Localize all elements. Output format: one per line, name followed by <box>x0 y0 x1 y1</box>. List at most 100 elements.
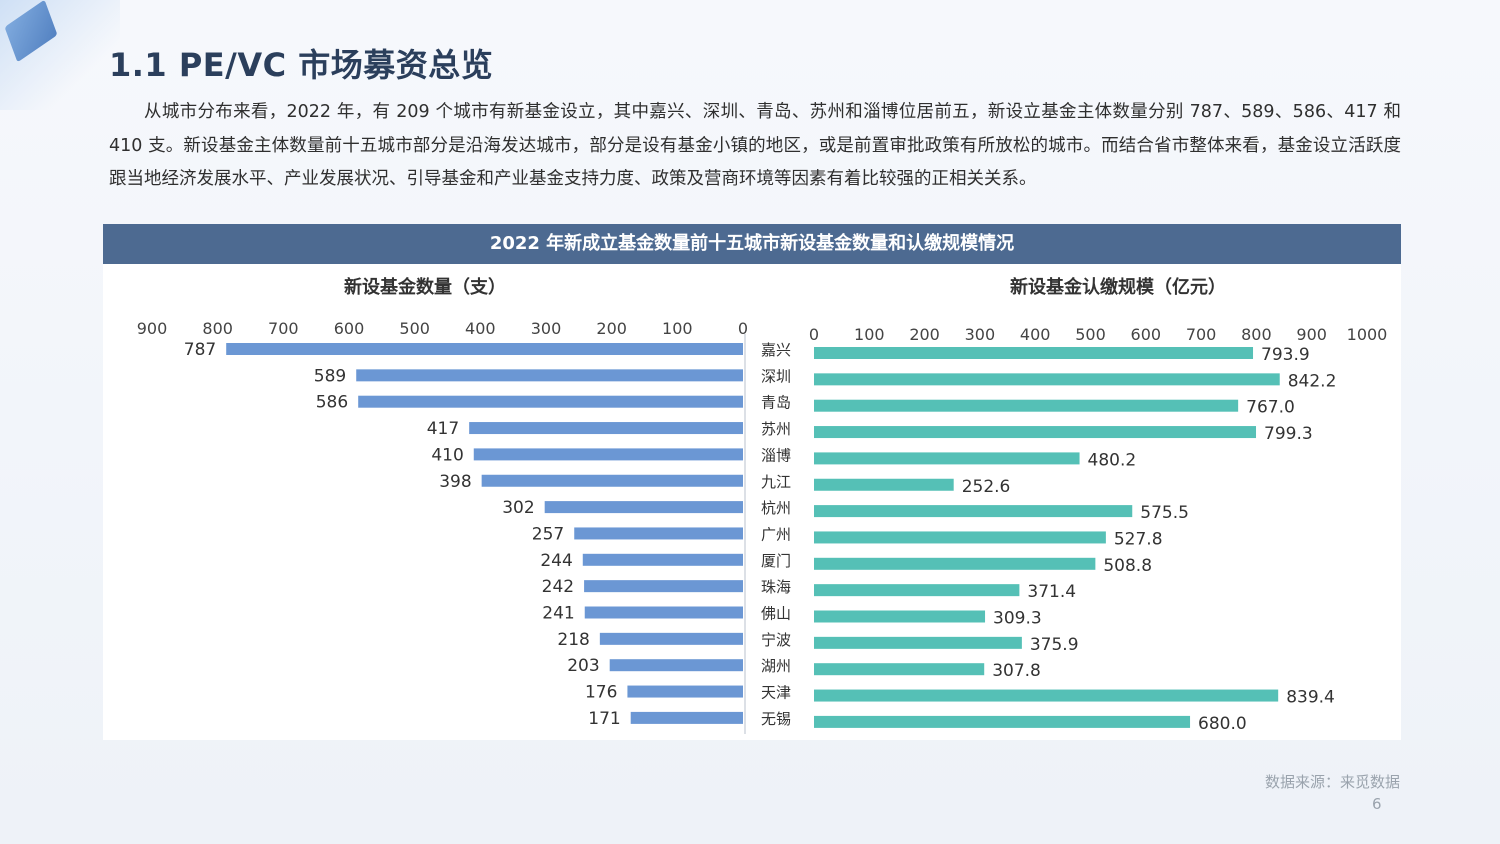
right-tick-label: 200 <box>909 325 940 344</box>
left-bar-value-label: 589 <box>314 366 346 386</box>
left-bars: 787 589 586 417 410 398 302 257 244 242 241 218 203 1… <box>184 340 743 729</box>
right-axis-title: 新设基金认缴规模（亿元） <box>1010 276 1226 298</box>
right-tick-label: 600 <box>1131 325 1162 344</box>
left-tick-label: 800 <box>202 319 233 338</box>
corner-decoration <box>0 0 120 110</box>
left-bar <box>544 501 743 514</box>
city-label: 天津 <box>761 684 791 702</box>
left-tick-label: 700 <box>268 319 299 338</box>
city-label: 苏州 <box>761 420 791 438</box>
left-bar-value-label: 203 <box>567 656 599 676</box>
right-bar <box>814 689 1279 702</box>
right-bar-value-label: 680.0 <box>1198 714 1247 734</box>
city-label: 珠海 <box>761 578 791 596</box>
right-bar <box>814 531 1106 544</box>
right-bar <box>814 557 1096 570</box>
right-tick-label: 1000 <box>1347 325 1388 344</box>
left-bar-value-label: 244 <box>540 551 572 571</box>
city-label: 深圳 <box>761 367 791 385</box>
chart-card: 2022 年新成立基金数量前十五城市新设基金数量和认缴规模情况 新设基金数量（支… <box>103 224 1401 740</box>
right-bar-value-label: 307.8 <box>992 661 1041 681</box>
left-bar-value-label: 787 <box>184 340 216 360</box>
city-label: 广州 <box>761 525 791 543</box>
left-bar <box>473 448 743 461</box>
right-tick-label: 700 <box>1186 325 1217 344</box>
city-label: 青岛 <box>761 394 791 412</box>
right-bar-value-label: 309.3 <box>993 609 1042 629</box>
left-bar <box>582 553 743 566</box>
right-bar <box>814 610 986 623</box>
right-bar-value-label: 375.9 <box>1030 635 1079 655</box>
right-bar-value-label: 480.2 <box>1088 450 1137 470</box>
left-tick-label: 400 <box>465 319 496 338</box>
right-tick-label: 100 <box>854 325 885 344</box>
right-tick-label: 0 <box>809 325 819 344</box>
chart-title: 2022 年新成立基金数量前十五城市新设基金数量和认缴规模情况 <box>103 224 1401 264</box>
right-bar <box>814 373 1280 386</box>
city-label: 杭州 <box>761 499 791 517</box>
left-tick-label: 0 <box>738 319 748 338</box>
left-bar-value-label: 586 <box>316 393 348 413</box>
left-axis-title: 新设基金数量（支） <box>344 276 506 298</box>
left-bar <box>609 659 743 672</box>
left-bar-value-label: 242 <box>542 577 574 597</box>
left-bar <box>627 685 743 698</box>
left-bar-value-label: 410 <box>431 445 463 465</box>
right-bar-value-label: 842.2 <box>1288 371 1337 391</box>
right-bar <box>814 478 954 491</box>
city-label: 无锡 <box>761 710 791 728</box>
right-bar-value-label: 371.4 <box>1027 582 1076 602</box>
right-bar <box>814 584 1020 597</box>
right-tick-label: 900 <box>1296 325 1327 344</box>
cube-icon <box>4 0 58 63</box>
right-bar <box>814 399 1239 412</box>
left-bar <box>599 632 743 645</box>
left-tick-label: 900 <box>137 319 168 338</box>
left-bar-value-label: 417 <box>427 419 459 439</box>
city-label: 厦门 <box>761 552 791 570</box>
left-tick-label: 500 <box>399 319 430 338</box>
intro-paragraph: 从城市分布来看，2022 年，有 209 个城市有新基金设立，其中嘉兴、深圳、青… <box>109 102 1401 189</box>
left-tick-label: 100 <box>662 319 693 338</box>
left-axis-ticks: 900 800 700 600 500 400 300 200 100 0 <box>137 319 748 338</box>
left-bar-value-label: 218 <box>557 630 589 650</box>
page-number: 6 <box>1372 795 1382 813</box>
right-bar-value-label: 575.5 <box>1140 503 1189 523</box>
right-bar <box>814 452 1080 465</box>
left-bar <box>574 527 743 540</box>
data-source: 数据来源：来觅数据 <box>1264 773 1400 791</box>
left-bar-value-label: 302 <box>502 498 534 518</box>
city-label: 佛山 <box>761 605 791 623</box>
left-bar <box>469 422 743 435</box>
city-label: 宁波 <box>761 631 791 649</box>
right-bar <box>814 715 1191 728</box>
right-tick-label: 300 <box>965 325 996 344</box>
left-bar <box>584 606 743 619</box>
right-tick-label: 500 <box>1075 325 1106 344</box>
right-bar-value-label: 252.6 <box>962 477 1011 497</box>
left-bar-value-label: 241 <box>542 604 574 624</box>
left-bar <box>226 343 743 355</box>
right-bar-value-label: 508.8 <box>1103 556 1152 576</box>
right-axis-ticks: 0 100 200 300 400 500 600 700 800 900 1000 <box>809 325 1387 344</box>
left-bar-value-label: 176 <box>585 683 617 703</box>
right-bar-value-label: 767.0 <box>1246 398 1295 418</box>
right-bar <box>814 347 1254 359</box>
page-title: 1.1 PE/VC 市场募资总览 <box>109 46 494 84</box>
left-bar <box>356 369 743 382</box>
left-bar <box>630 711 743 724</box>
left-bar <box>584 580 743 593</box>
city-label: 淄博 <box>761 446 791 464</box>
right-bar-value-label: 839.4 <box>1286 688 1335 708</box>
dual-bar-chart: 新设基金数量（支） 新设基金认缴规模（亿元） 900 800 700 600 500 40… <box>137 276 1387 734</box>
left-bar-value-label: 257 <box>532 524 564 544</box>
city-label: 嘉兴 <box>761 341 791 359</box>
left-tick-label: 600 <box>334 319 365 338</box>
city-label: 湖州 <box>761 657 791 675</box>
right-bar <box>814 636 1022 649</box>
right-bar-value-label: 799.3 <box>1264 424 1313 444</box>
right-bar <box>814 426 1257 439</box>
right-bars: 793.9 842.2 767.0 799.3 480.2 252.6 575.5 527.8… <box>814 345 1336 734</box>
left-tick-label: 300 <box>531 319 562 338</box>
left-bar-value-label: 171 <box>588 709 620 729</box>
